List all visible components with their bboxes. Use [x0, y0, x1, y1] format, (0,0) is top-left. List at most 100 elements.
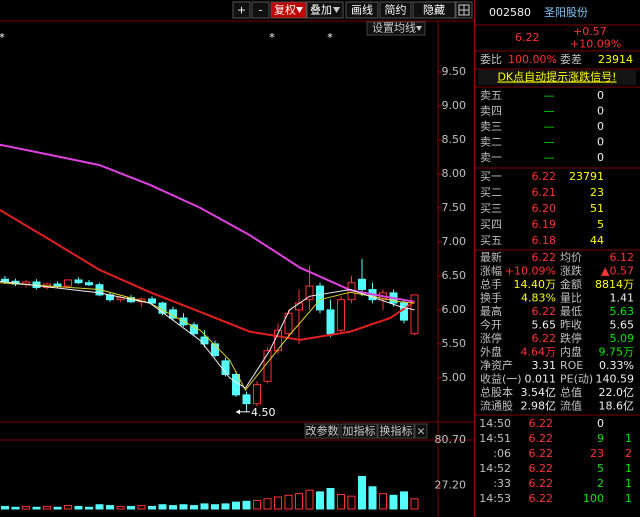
order-volume: 51 — [590, 202, 604, 215]
field-label: PE(动) — [560, 373, 593, 386]
volume-bar — [32, 506, 41, 510]
order-price: — — [544, 151, 555, 164]
order-price: — — [544, 120, 555, 133]
volume-bar — [127, 505, 135, 510]
order-price: 6.21 — [532, 186, 557, 199]
indicator-button-label: × — [416, 425, 425, 438]
tick-count: 2 — [625, 447, 632, 460]
toolbar: + - 复权 叠加 画线 简约 隐藏 — [232, 1, 473, 19]
field-label: 跌停 — [560, 331, 582, 345]
candle-body — [74, 279, 83, 284]
y-tick-label: 5.50 — [442, 337, 467, 350]
field-label: 涨幅 — [480, 265, 502, 278]
volume-bar — [43, 505, 51, 510]
tick-volume: 9 — [597, 432, 604, 445]
indicator-button-label: 换指标 — [380, 424, 413, 438]
field-label: 净资产 — [480, 358, 513, 372]
candle-body — [148, 298, 156, 304]
indicator-button[interactable] — [377, 423, 415, 439]
tick-volume: 5 — [597, 462, 604, 475]
field-value: 9.75万 — [599, 346, 635, 359]
field-value: 5.65 — [610, 319, 635, 332]
field-label: 总股本 — [480, 385, 513, 399]
field-value: 5.65 — [532, 319, 557, 332]
volume-bar — [116, 505, 125, 510]
order-label: 卖一 — [480, 151, 502, 164]
field-label: 总值 — [560, 385, 582, 399]
tick-volume: 2 — [597, 477, 604, 490]
field-value: 6.22 — [532, 305, 557, 318]
field-value: 100.00% — [508, 53, 557, 66]
candle-body — [253, 384, 261, 405]
toolbar-button[interactable] — [270, 1, 307, 19]
indicator-button[interactable] — [414, 423, 428, 439]
toolbar-button[interactable] — [412, 1, 456, 19]
indicator-button[interactable] — [340, 423, 378, 439]
y-tick-label: 9.00 — [442, 99, 467, 112]
candle-body — [53, 283, 62, 287]
order-label: 卖五 — [480, 89, 502, 102]
toolbar-button[interactable] — [379, 1, 412, 19]
field-label: ROE — [560, 359, 583, 372]
signal-box[interactable] — [478, 70, 636, 85]
volume-bar — [137, 505, 146, 510]
candle-body — [242, 394, 251, 405]
toolbar-button[interactable] — [345, 1, 379, 19]
candle-body — [211, 343, 219, 356]
field-value: +10.09% — [505, 265, 556, 278]
volume-bar — [337, 493, 345, 510]
order-price: — — [544, 89, 555, 102]
volume-bar — [253, 499, 261, 510]
moving-average — [0, 280, 415, 389]
order-price: — — [544, 105, 555, 118]
y-tick-label: 9.50 — [442, 65, 467, 78]
signal-link: DK点自动提示涨跌信号! — [497, 70, 616, 84]
volume-bar — [316, 491, 324, 510]
order-label: 卖三 — [480, 120, 502, 133]
volume-bar — [179, 504, 188, 510]
order-volume: 0 — [597, 151, 604, 164]
indicator-button-label: 加指标 — [343, 424, 376, 438]
signal-marker: * — [327, 31, 333, 44]
toolbar-button[interactable] — [251, 1, 270, 19]
field-label: 换手 — [480, 291, 502, 305]
toolbar-button[interactable] — [306, 1, 344, 19]
volume-bar — [232, 501, 240, 510]
tick-price: 6.22 — [529, 447, 554, 460]
field-value: 22.0亿 — [599, 386, 635, 399]
set-ma-button[interactable] — [366, 21, 426, 36]
volume-bar — [95, 504, 104, 510]
last-price: 6.22 — [515, 31, 540, 44]
order-label: 买四 — [480, 218, 502, 231]
candle-body — [410, 294, 419, 335]
field-label: 外盘 — [480, 345, 502, 359]
volume-bar — [379, 493, 387, 510]
candle-body — [85, 282, 93, 286]
indicator-button[interactable] — [304, 423, 340, 439]
volume-bar — [326, 487, 335, 510]
tick-count: 1 — [625, 462, 632, 475]
candle-body — [64, 279, 72, 287]
volume-bar — [358, 476, 366, 510]
volume-bar — [74, 505, 83, 510]
field-value: 3.31 — [532, 359, 557, 372]
kline-chart: * * * 设置均线 9.50 9.00 8.50 8.00 7.50 7.00 6.50 6.00 5… — [0, 21, 466, 510]
volume-bar — [200, 503, 209, 510]
volume-bar — [22, 505, 30, 510]
indicator-button-label: 改参数 — [306, 424, 339, 438]
toolbar-button[interactable] — [232, 1, 251, 19]
field-label: 涨跌 — [560, 264, 582, 278]
volume-bar — [410, 498, 419, 510]
order-price: — — [544, 136, 555, 149]
candle-body — [337, 299, 345, 331]
volume-bar — [169, 505, 177, 510]
toolbar-button-label: + — [237, 4, 246, 17]
tick-time: 14:52 — [479, 462, 511, 475]
field-label: 量比 — [560, 292, 582, 305]
order-volume: 0 — [597, 136, 604, 149]
order-volume: 44 — [590, 234, 604, 247]
y-tick-label: 6.00 — [442, 303, 467, 316]
field-label: 涨停 — [480, 331, 502, 345]
volume-bar — [295, 493, 303, 510]
toolbar-button-label: 叠加 — [310, 4, 332, 17]
